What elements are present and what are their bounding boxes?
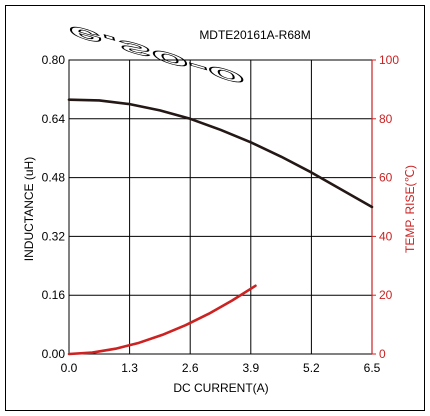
y-left-tick-label-1: 0.16 — [42, 288, 66, 302]
y-left-tick-label-5: 0.80 — [42, 53, 66, 67]
y-right-tick-label-3: 60 — [379, 171, 393, 185]
y-left-tick-label-3: 0.48 — [42, 171, 66, 185]
y-right-tick-label-1: 20 — [379, 288, 393, 302]
inductance-series-line — [67, 98, 374, 209]
x-tick-label-5: 6.5 — [364, 361, 381, 375]
chart-frame — [5, 5, 425, 411]
plot-layer: 0.0 1.3 2.6 3.9 5.2 6.5 0.00 0.16 0.32 0.48 0.64 0.… — [42, 53, 400, 375]
y-axis-left-label: INDUCTANCE (uH) — [22, 157, 36, 261]
y-left-tick-label-2: 0.32 — [42, 229, 66, 243]
x-tick-label-2: 2.6 — [182, 361, 199, 375]
y-right-tick-label-2: 40 — [379, 229, 393, 243]
x-tick-label-3: 3.9 — [242, 361, 259, 375]
x-tick-label-4: 5.2 — [303, 361, 320, 375]
plot-border — [68, 59, 373, 355]
chart-title: MDTE20161A-R68M — [199, 28, 310, 42]
y-axis-right-label: TEMP. RISE(℃) — [403, 165, 417, 253]
x-axis-label: DC CURRENT(A) — [173, 381, 268, 395]
y-right-tick-label-0: 0 — [379, 347, 386, 361]
x-tick-label-1: 1.3 — [121, 361, 138, 375]
y-left-tick-label-0: 0.00 — [42, 347, 66, 361]
y-left-tick-label-4: 0.64 — [42, 112, 66, 126]
temp-rise-series-line — [67, 284, 257, 356]
y-right-tick-label-5: 100 — [379, 53, 399, 67]
y-right-tick-label-4: 80 — [379, 112, 393, 126]
x-tick-label-0: 0.0 — [61, 361, 78, 375]
